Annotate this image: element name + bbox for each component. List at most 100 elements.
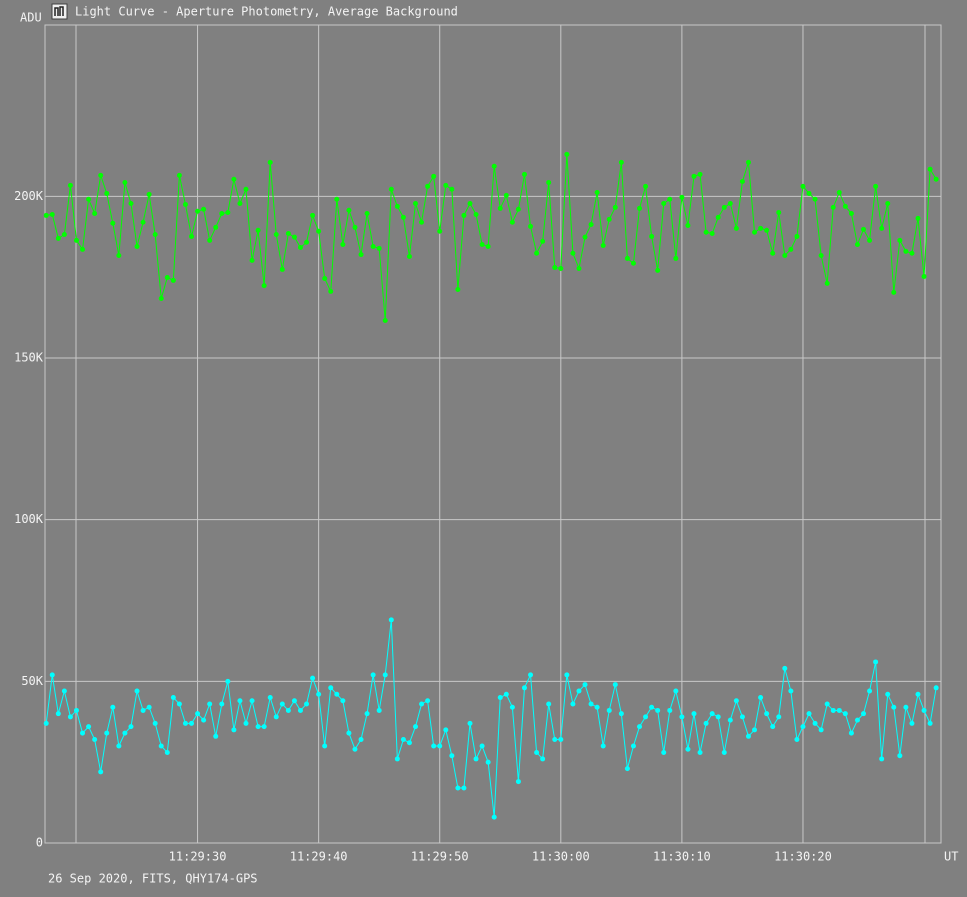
data-point (49, 672, 55, 678)
data-point (624, 255, 630, 261)
data-point (255, 724, 261, 730)
data-point (830, 204, 836, 210)
data-point (709, 231, 715, 237)
data-point (267, 159, 273, 165)
data-point (273, 232, 279, 238)
data-point (297, 244, 303, 250)
data-point (703, 720, 709, 726)
data-point (806, 190, 812, 196)
data-point (419, 219, 425, 225)
data-point (612, 682, 618, 688)
data-point (933, 176, 939, 182)
data-point (334, 691, 340, 697)
data-point (528, 223, 534, 229)
data-point (225, 678, 231, 684)
data-point (715, 214, 721, 220)
data-point (86, 724, 92, 730)
data-point (661, 200, 667, 206)
data-point (600, 743, 606, 749)
data-point (55, 235, 61, 241)
data-point (818, 253, 824, 259)
data-point (485, 759, 491, 765)
data-point (848, 210, 854, 216)
series-line (46, 154, 937, 321)
data-point (213, 733, 219, 739)
data-point (570, 701, 576, 707)
data-point (419, 701, 425, 707)
data-point (461, 785, 467, 791)
data-point (854, 717, 860, 723)
data-point (909, 250, 915, 256)
data-point (491, 814, 497, 820)
data-point (261, 724, 267, 730)
data-point (509, 219, 515, 225)
data-point (467, 720, 473, 726)
data-point (322, 275, 328, 281)
data-point (873, 183, 879, 189)
data-point (182, 201, 188, 207)
data-point (836, 189, 842, 195)
data-point (55, 711, 61, 717)
data-point (630, 260, 636, 266)
data-point (776, 714, 782, 720)
data-point (225, 210, 231, 216)
x-tick-label: 11:29:30 (169, 850, 227, 864)
data-point (207, 701, 213, 707)
window-title: Light Curve - Aperture Photometry, Avera… (75, 5, 458, 19)
data-point (739, 714, 745, 720)
data-point (80, 730, 86, 736)
data-point (219, 210, 225, 216)
data-point (437, 228, 443, 234)
data-point (358, 737, 364, 743)
data-point (576, 265, 582, 271)
data-point (679, 194, 685, 200)
data-point (697, 749, 703, 755)
data-point (770, 250, 776, 256)
data-point (413, 200, 419, 206)
data-point (328, 685, 334, 691)
data-point (509, 704, 515, 710)
data-point (515, 779, 521, 785)
data-point (903, 248, 909, 254)
data-point (897, 237, 903, 243)
data-point (364, 210, 370, 216)
data-point (195, 711, 201, 717)
data-point (189, 233, 195, 239)
data-point (685, 222, 691, 228)
data-point (231, 176, 237, 182)
data-point (600, 243, 606, 249)
data-point (891, 289, 897, 295)
data-point (782, 253, 788, 259)
data-point (685, 746, 691, 752)
data-point (110, 704, 116, 710)
data-point (310, 675, 316, 681)
data-point (122, 730, 128, 736)
data-point (455, 286, 461, 292)
data-point (273, 714, 279, 720)
x-tick-label: 11:29:50 (411, 850, 469, 864)
data-point (739, 178, 745, 184)
data-point (152, 232, 158, 238)
data-point (933, 685, 939, 691)
data-point (909, 720, 915, 726)
data-point (552, 264, 558, 270)
data-point (394, 203, 400, 209)
data-point (406, 253, 412, 259)
data-point (195, 208, 201, 214)
data-point (727, 717, 733, 723)
data-point (806, 711, 812, 717)
data-point (558, 265, 564, 271)
data-point (400, 737, 406, 743)
data-point (316, 228, 322, 234)
data-point (279, 701, 285, 707)
y-tick-label: 0 (36, 836, 43, 850)
data-point (927, 166, 933, 172)
data-point (637, 724, 643, 730)
data-point (285, 707, 291, 713)
data-point (140, 219, 146, 225)
x-tick-label: 11:30:20 (774, 850, 832, 864)
data-point (237, 698, 243, 704)
data-point (170, 695, 176, 701)
data-point (794, 737, 800, 743)
data-point (449, 753, 455, 759)
